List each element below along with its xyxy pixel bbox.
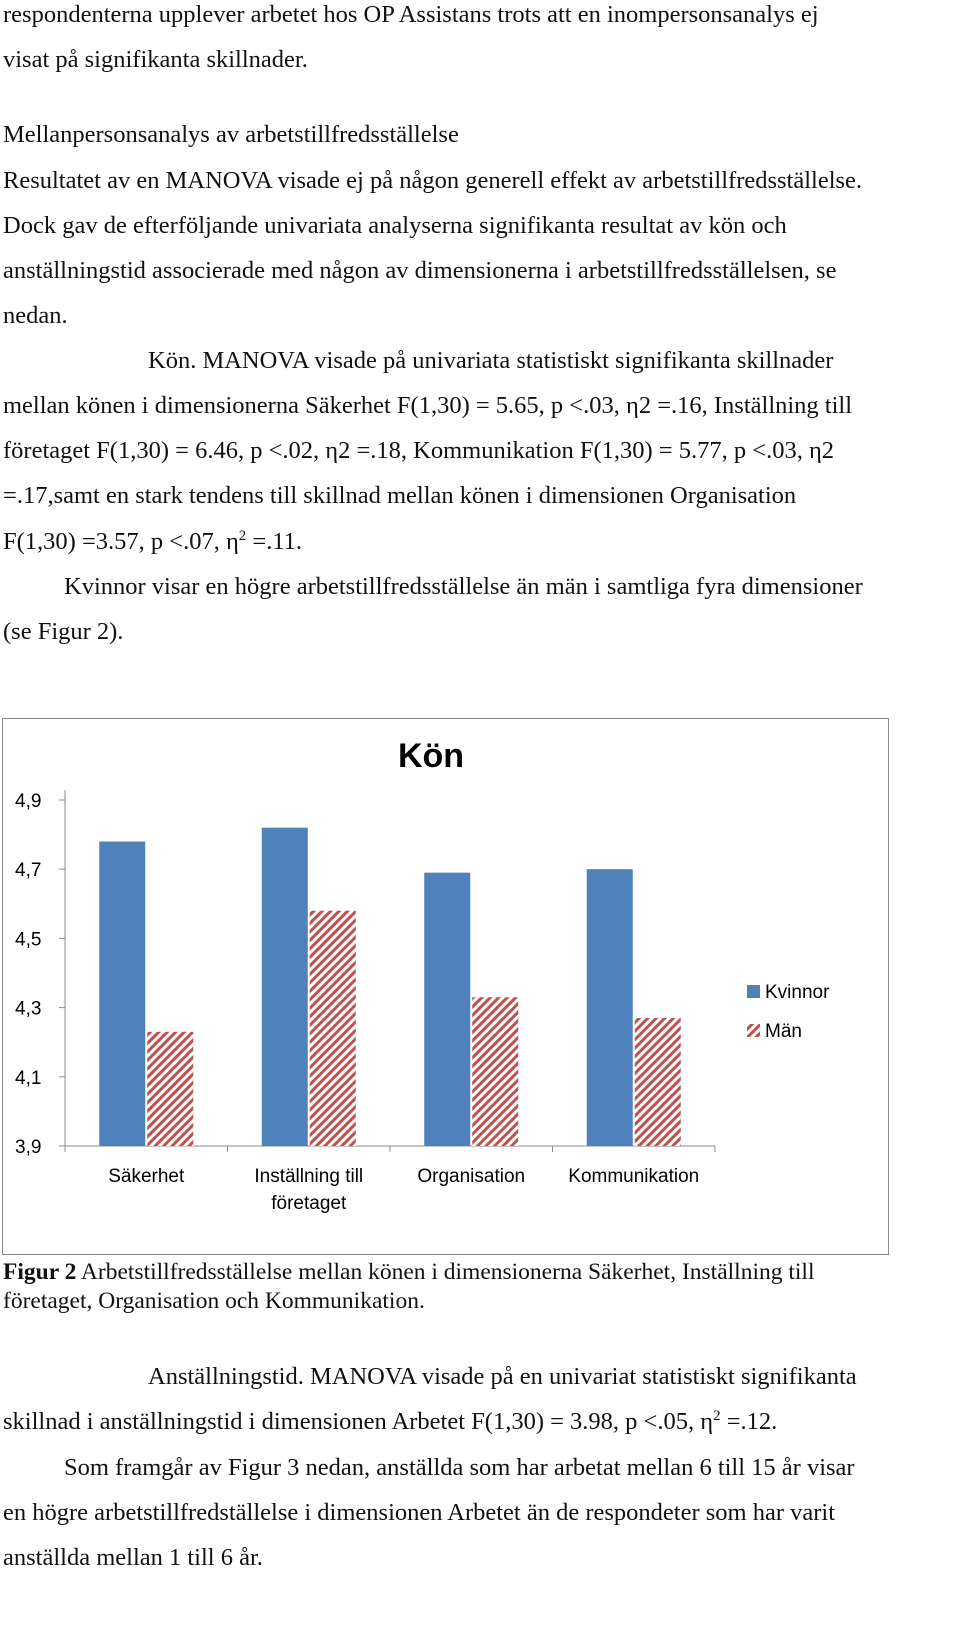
body-line: mellan könen i dimensionerna Säkerhet F(… [3,392,853,419]
bar-kvinnor [586,869,633,1146]
bar-kvinnor [261,827,308,1146]
y-tick-label: 4,3 [15,999,41,1020]
bar-kvinnor [99,841,146,1146]
body-line: skillnad i anställningstid i dimensionen… [3,1407,777,1437]
bar-chart: Kön Säkerhet Inställning till företaget Org… [15,737,830,1214]
legend-label: Kvinnor [765,982,830,1003]
body-line: respondenterna upplever arbetet hos OP A… [3,1,819,28]
superscript: 2 [713,1408,721,1424]
caption-label: Figur 2 [3,1259,77,1285]
body-line: Kvinnor visar en högre arbetstillfredsst… [64,573,863,600]
body-line: nedan. [3,302,68,329]
body-line: =.17,samt en stark tendens till skillnad… [3,482,797,509]
y-tick-label: 4,5 [15,929,41,950]
chart-title: Kön [398,737,464,775]
y-tick-label: 4,9 [15,791,41,812]
legend-swatch-kvinnor [747,985,760,998]
body-line: Som framgår av Figur 3 nedan, anställda … [64,1454,855,1481]
text-run: skillnad i anställningstid i dimensionen… [3,1408,714,1435]
section-heading: Mellanpersonsanalys av arbetstillfredsst… [3,121,459,148]
bar-män [634,1017,681,1146]
legend-label: Män [765,1021,802,1042]
text-run: =.11. [246,528,303,555]
bar-män [147,1031,194,1146]
x-category-label: Inställning till [254,1166,363,1187]
body-line: Resultatet av en MANOVA visade ej på någ… [3,167,863,194]
body-line: Anställningstid. MANOVA visade på en uni… [148,1363,857,1390]
text-run: =.12. [720,1408,778,1435]
x-category-label: Kommunikation [568,1166,699,1187]
y-tick-label: 4,7 [15,860,41,881]
body-line: företaget F(1,30) = 6.46, p <.02, η2 =.1… [3,437,835,464]
caption-text: Arbetstillfredsställelse mellan könen i … [76,1259,815,1285]
chart-x-labels: Säkerhet Inställning till företaget Organis… [108,1166,699,1214]
chart-y-labels: 3,9 4,1 4,3 4,5 4,7 4,9 [15,791,41,1158]
chart-bars [99,827,681,1146]
caption-line: Figur 2 Arbetstillfredsställelse mellan … [3,1257,814,1287]
body-line: F(1,30) =3.57, p <.07, η2 =.11. [3,527,302,557]
chart-legend: Kvinnor Män [747,982,830,1042]
body-line: en högre arbetstillfredställelse i dimen… [3,1499,836,1526]
body-line: Dock gav de efterföljande univariata ana… [3,212,787,239]
y-tick-label: 4,1 [15,1068,41,1089]
x-category-label: Säkerhet [108,1166,185,1187]
bar-kvinnor [424,872,471,1146]
bar-män [472,997,519,1146]
y-tick-label: 3,9 [15,1137,41,1158]
body-line: visat på signifikanta skillnader. [3,46,308,73]
text-run: F(1,30) =3.57, p <.07, η [3,528,239,555]
body-line: (se Figur 2). [3,618,124,645]
x-category-label: företaget [271,1193,347,1214]
body-line: anställda mellan 1 till 6 år. [3,1544,263,1571]
caption-line: företaget, Organisation och Kommunikatio… [3,1288,425,1314]
bar-män [309,910,356,1146]
chart-figure: Kön Säkerhet Inställning till företaget Org… [2,718,889,1255]
body-line: Kön. MANOVA visade på univariata statist… [148,347,834,374]
superscript: 2 [238,528,247,544]
x-category-label: Organisation [417,1166,525,1187]
legend-swatch-män [747,1024,760,1037]
body-line: anställningstid associerade med någon av… [3,257,837,284]
